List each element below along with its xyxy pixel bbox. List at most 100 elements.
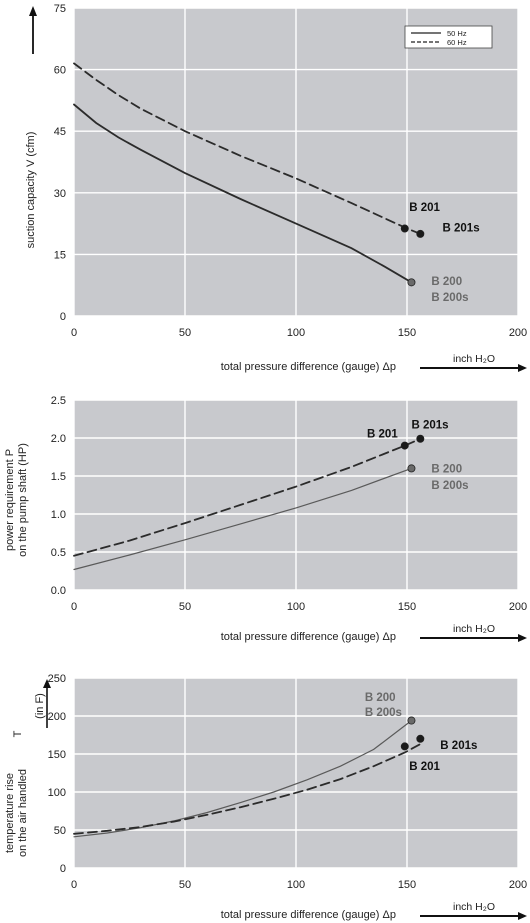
model-label: B 200: [431, 463, 462, 475]
series-lines: [73, 720, 422, 838]
model-label: B 201: [409, 202, 440, 214]
x-tick-label: 100: [287, 327, 305, 339]
x-axis-label: total pressure difference (gauge) Δp: [221, 361, 396, 373]
x-arrow-head: [518, 364, 527, 372]
y-axis-label: suction capacity V (cfm): [25, 132, 37, 249]
y-tick-label: 1.0: [51, 509, 66, 521]
x-tick-label: 200: [509, 879, 527, 891]
x-axis-label: total pressure difference (gauge) Δp: [221, 909, 396, 921]
y-tick-label: 150: [48, 749, 66, 761]
y-axis-symbol: T: [12, 730, 24, 737]
model-label: B 201s: [443, 223, 480, 235]
end-point-marker: [407, 716, 416, 725]
x-axis-label: total pressure difference (gauge) Δp: [221, 631, 396, 643]
series-line-dashed: [73, 743, 422, 835]
y-arrow-head: [29, 6, 37, 16]
model-label: B 201s: [411, 419, 448, 431]
y-tick-label: 250: [48, 673, 66, 685]
y-tick-label: 75: [54, 3, 66, 15]
end-point-marker: [407, 278, 416, 287]
model-label: B 200s: [431, 480, 468, 492]
x-unit-label: inch H₂O: [453, 623, 495, 635]
y-tick-label: 0.5: [51, 547, 66, 559]
series-line-dashed: [73, 62, 422, 235]
y-arrow-head: [43, 679, 51, 688]
x-tick-label: 50: [179, 601, 191, 613]
end-point-marker: [416, 434, 425, 443]
x-tick-label: 200: [509, 601, 527, 613]
y-tick-label: 200: [48, 711, 66, 723]
y-axis-label: power requirement P: [4, 449, 16, 551]
end-points: [400, 434, 425, 473]
x-tick-label: 150: [398, 601, 416, 613]
legend-entry: 60 Hz: [447, 38, 467, 47]
series-lines: [73, 62, 422, 284]
y-tick-label: 30: [54, 188, 66, 200]
chart-power-requirement: B 201 B 201s B 200 B 200s 0 50 100 150 200 0.0 0.…: [4, 395, 527, 643]
end-point-marker: [400, 742, 409, 751]
series-line-solid: [73, 467, 412, 571]
x-unit-arrow: [420, 634, 527, 642]
series-lines: [73, 437, 422, 571]
y-tick-label: 45: [54, 126, 66, 138]
x-tick-label: 0: [71, 601, 77, 613]
y-tick-label: 15: [54, 249, 66, 261]
x-tick-label: 50: [179, 327, 191, 339]
series-line-solid: [73, 103, 413, 284]
gridlines: [73, 399, 519, 591]
model-label: B 200: [365, 692, 396, 704]
y-tick-label: 50: [54, 825, 66, 837]
series-line-solid: [73, 720, 412, 838]
y-tick-label: 2.0: [51, 433, 66, 445]
x-tick-label: 100: [287, 879, 305, 891]
x-unit-arrow: [420, 364, 527, 372]
end-points: [400, 224, 425, 287]
y-tick-label: 1.5: [51, 471, 66, 483]
x-unit-label: inch H₂O: [453, 901, 495, 913]
gridlines: [73, 677, 519, 869]
y-tick-label: 0: [60, 311, 66, 323]
y-axis-arrow: [29, 6, 37, 54]
model-label: B 200: [431, 276, 462, 288]
y-axis-label-line2: on the air handled: [17, 769, 29, 857]
end-point-marker: [407, 464, 416, 473]
tick-labels: 0 50 100 150 200 0 15 30 45 60 75: [54, 3, 527, 339]
x-tick-label: 200: [509, 327, 527, 339]
tick-labels: 0 50 100 150 200 0.0 0.5 1.0 1.5 2.0 2.5: [51, 395, 527, 613]
model-label: B 201: [367, 428, 398, 440]
y-axis-label: temperature rise: [4, 773, 16, 853]
end-point-marker: [400, 441, 409, 450]
x-tick-label: 0: [71, 327, 77, 339]
end-point-marker: [416, 734, 425, 743]
gridlines: [73, 7, 519, 317]
model-label: B 200s: [431, 292, 468, 304]
x-tick-label: 150: [398, 879, 416, 891]
y-tick-label: 0: [60, 863, 66, 875]
series-line-dashed: [73, 437, 422, 557]
y-tick-label: 0.0: [51, 585, 66, 597]
x-tick-label: 50: [179, 879, 191, 891]
x-unit-arrow: [420, 912, 527, 920]
end-point-marker: [400, 224, 409, 233]
model-label: B 200s: [365, 707, 402, 719]
model-label: B 201s: [440, 740, 477, 752]
end-point-marker: [416, 229, 425, 238]
y-axis-label-line2: on the pump shaft (HP): [17, 443, 29, 557]
y-tick-label: 60: [54, 65, 66, 77]
x-tick-label: 0: [71, 879, 77, 891]
y-tick-label: 2.5: [51, 395, 66, 407]
tick-labels: 0 50 100 150 200 0 50 100 150 200 250: [48, 673, 528, 891]
x-tick-label: 100: [287, 601, 305, 613]
x-tick-label: 150: [398, 327, 416, 339]
y-tick-label: 100: [48, 787, 66, 799]
model-labels: B 201 B 201s B 200 B 200s: [367, 419, 468, 492]
x-arrow-head: [518, 634, 527, 642]
legend-entry: 50 Hz: [447, 29, 467, 38]
x-arrow-head: [518, 912, 527, 920]
x-unit-label: inch H₂O: [453, 353, 495, 365]
